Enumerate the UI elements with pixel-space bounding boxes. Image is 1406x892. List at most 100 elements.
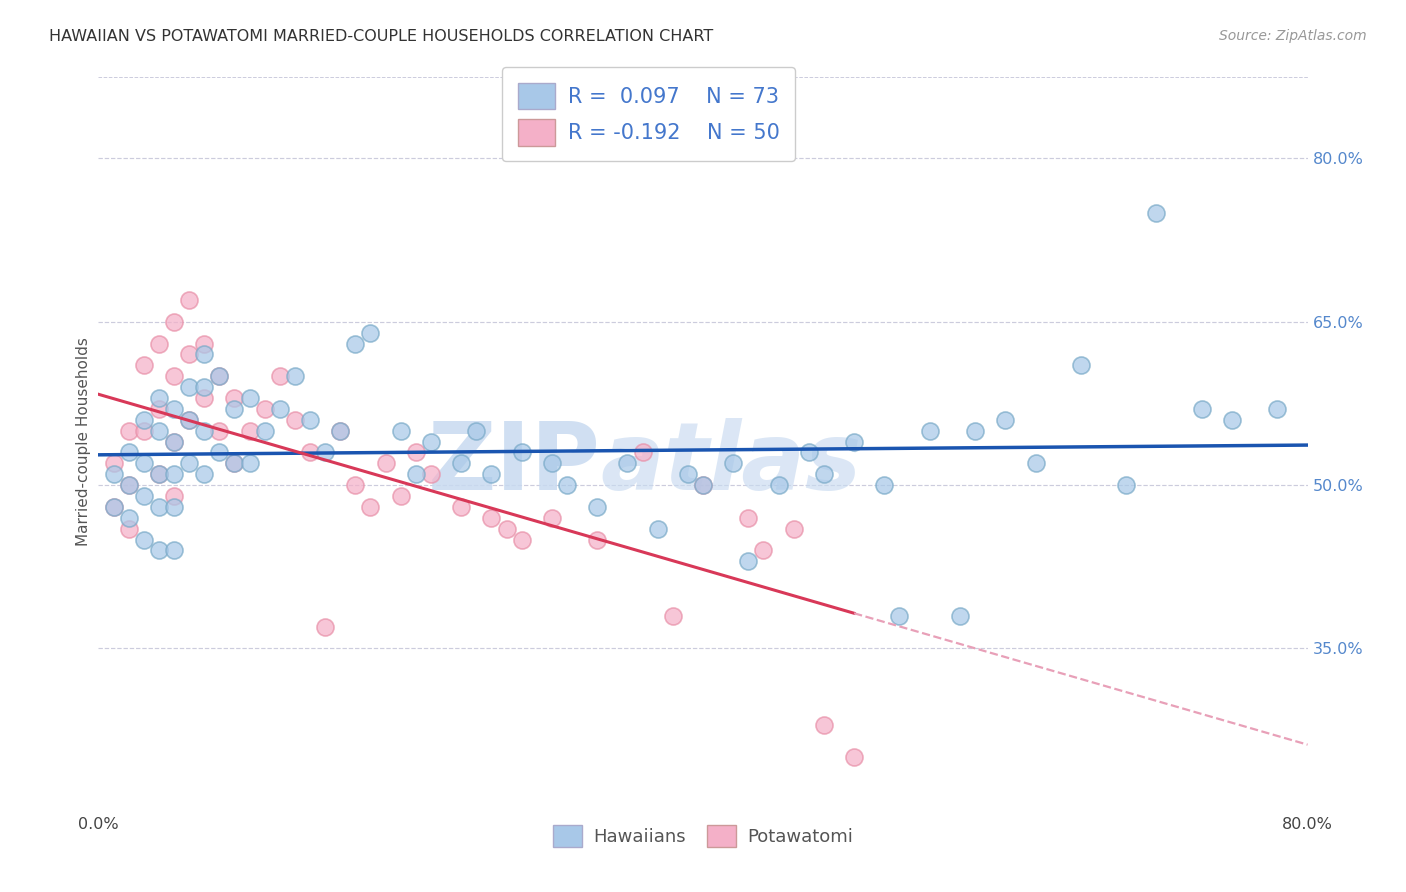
Point bbox=[1144, 206, 1167, 220]
Point bbox=[284, 369, 307, 384]
Point bbox=[118, 478, 141, 492]
Point bbox=[1070, 359, 1092, 373]
Point bbox=[374, 456, 396, 470]
Point bbox=[813, 467, 835, 482]
Point bbox=[179, 293, 201, 307]
Point bbox=[360, 326, 382, 340]
Point bbox=[540, 456, 562, 470]
Point bbox=[239, 424, 262, 438]
Point bbox=[389, 489, 412, 503]
Point bbox=[965, 424, 987, 438]
Point bbox=[1115, 478, 1137, 492]
Point bbox=[163, 434, 186, 449]
Point bbox=[163, 489, 186, 503]
Point bbox=[163, 467, 186, 482]
Point bbox=[752, 543, 775, 558]
Point bbox=[299, 445, 322, 459]
Point bbox=[481, 467, 503, 482]
Point bbox=[284, 413, 307, 427]
Legend: Hawaiians, Potawatomi: Hawaiians, Potawatomi bbox=[546, 818, 860, 855]
Point bbox=[179, 347, 201, 361]
Point bbox=[118, 478, 141, 492]
Point bbox=[1191, 401, 1213, 416]
Point bbox=[540, 510, 562, 524]
Point bbox=[193, 391, 215, 405]
Point bbox=[1267, 401, 1289, 416]
Text: ZIP: ZIP bbox=[427, 417, 600, 509]
Point bbox=[193, 424, 215, 438]
Point bbox=[450, 500, 472, 514]
Point bbox=[163, 543, 186, 558]
Point bbox=[148, 467, 170, 482]
Point bbox=[844, 434, 866, 449]
Point bbox=[148, 500, 170, 514]
Point bbox=[132, 533, 155, 547]
Point bbox=[661, 608, 683, 623]
Point bbox=[208, 369, 231, 384]
Point bbox=[481, 510, 503, 524]
Point bbox=[450, 456, 472, 470]
Point bbox=[132, 413, 155, 427]
Point bbox=[1024, 456, 1046, 470]
Point bbox=[405, 445, 427, 459]
Point bbox=[132, 456, 155, 470]
Point bbox=[844, 750, 866, 764]
Point bbox=[179, 380, 201, 394]
Text: HAWAIIAN VS POTAWATOMI MARRIED-COUPLE HOUSEHOLDS CORRELATION CHART: HAWAIIAN VS POTAWATOMI MARRIED-COUPLE HO… bbox=[49, 29, 713, 44]
Point bbox=[148, 543, 170, 558]
Point bbox=[631, 445, 654, 459]
Point bbox=[269, 401, 291, 416]
Point bbox=[465, 424, 488, 438]
Point bbox=[737, 510, 759, 524]
Point bbox=[118, 510, 141, 524]
Point bbox=[163, 315, 186, 329]
Point bbox=[132, 359, 155, 373]
Point bbox=[555, 478, 578, 492]
Point bbox=[692, 478, 714, 492]
Text: Source: ZipAtlas.com: Source: ZipAtlas.com bbox=[1219, 29, 1367, 43]
Point bbox=[299, 413, 322, 427]
Point bbox=[179, 413, 201, 427]
Point bbox=[723, 456, 745, 470]
Point bbox=[179, 413, 201, 427]
Point bbox=[239, 391, 262, 405]
Point bbox=[495, 522, 517, 536]
Point bbox=[224, 456, 246, 470]
Point bbox=[148, 391, 170, 405]
Point bbox=[813, 717, 835, 731]
Point bbox=[344, 336, 367, 351]
Point bbox=[239, 456, 262, 470]
Point bbox=[737, 554, 759, 568]
Point bbox=[103, 500, 125, 514]
Point bbox=[193, 467, 215, 482]
Point bbox=[647, 522, 669, 536]
Point bbox=[314, 445, 336, 459]
Point bbox=[994, 413, 1017, 427]
Point bbox=[253, 424, 276, 438]
Point bbox=[224, 456, 246, 470]
Point bbox=[329, 424, 352, 438]
Point bbox=[360, 500, 382, 514]
Point bbox=[193, 380, 215, 394]
Y-axis label: Married-couple Households: Married-couple Households bbox=[76, 337, 91, 546]
Point bbox=[118, 424, 141, 438]
Point bbox=[768, 478, 790, 492]
Point bbox=[783, 522, 806, 536]
Point bbox=[208, 445, 231, 459]
Point bbox=[103, 467, 125, 482]
Point bbox=[132, 424, 155, 438]
Point bbox=[344, 478, 367, 492]
Point bbox=[918, 424, 941, 438]
Point bbox=[329, 424, 352, 438]
Point bbox=[314, 620, 336, 634]
Point bbox=[692, 478, 714, 492]
Point bbox=[148, 424, 170, 438]
Point bbox=[132, 489, 155, 503]
Point bbox=[118, 522, 141, 536]
Point bbox=[224, 391, 246, 405]
Point bbox=[510, 445, 533, 459]
Point bbox=[676, 467, 699, 482]
Point bbox=[420, 434, 443, 449]
Point bbox=[224, 401, 246, 416]
Point bbox=[420, 467, 443, 482]
